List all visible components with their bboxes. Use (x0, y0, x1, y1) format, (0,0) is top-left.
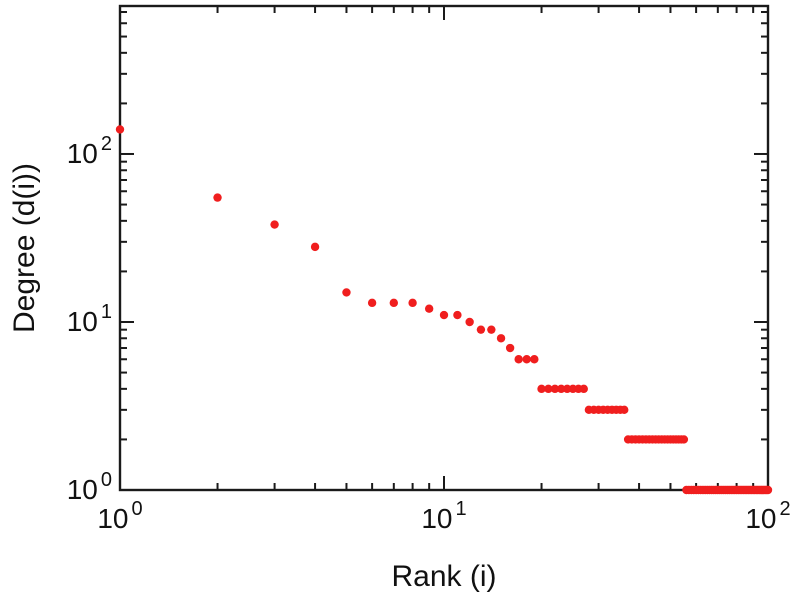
x-tick-label: 10 1 (421, 498, 466, 534)
data-point (389, 298, 399, 308)
data-point (408, 298, 417, 308)
data-point (439, 310, 449, 320)
data-point (487, 325, 496, 334)
data-point (763, 485, 773, 495)
data-point (342, 288, 351, 297)
data-point (620, 405, 629, 415)
data-point (579, 384, 588, 394)
data-point (562, 384, 572, 394)
y-tick-label: 10 1 (67, 301, 112, 337)
data-point (476, 325, 486, 334)
data-point (115, 125, 125, 134)
y-tick-label: 10 2 (67, 133, 112, 169)
data-point (453, 310, 462, 320)
data-point (496, 334, 506, 343)
data-point (544, 384, 553, 394)
data-point (550, 384, 560, 394)
points-group (115, 125, 773, 495)
plot-frame (118, 4, 770, 492)
data-point (367, 298, 377, 308)
data-point (679, 435, 689, 444)
data-point (310, 242, 320, 252)
ticks-group (119, 6, 769, 491)
data-point (522, 355, 531, 364)
x-tick-label: 10 0 (97, 498, 142, 534)
data-point (465, 317, 474, 327)
x-tick-label: 10 2 (745, 498, 790, 534)
data-point (270, 220, 279, 229)
plot-frame-group (118, 4, 770, 492)
data-point (505, 343, 515, 353)
data-point (424, 304, 434, 313)
tick-labels-group: 10 0 10 1 10 2 10 0 10 1 10 2 (67, 133, 791, 534)
data-point (213, 193, 222, 202)
data-point (514, 355, 523, 364)
data-point (537, 384, 546, 394)
y-tick-label: 10 0 (67, 469, 112, 505)
data-point (557, 384, 566, 394)
x-axis-label: Rank (i) (391, 560, 496, 593)
y-axis-label: Degree (d(i)) (8, 163, 41, 333)
data-point (530, 355, 539, 364)
